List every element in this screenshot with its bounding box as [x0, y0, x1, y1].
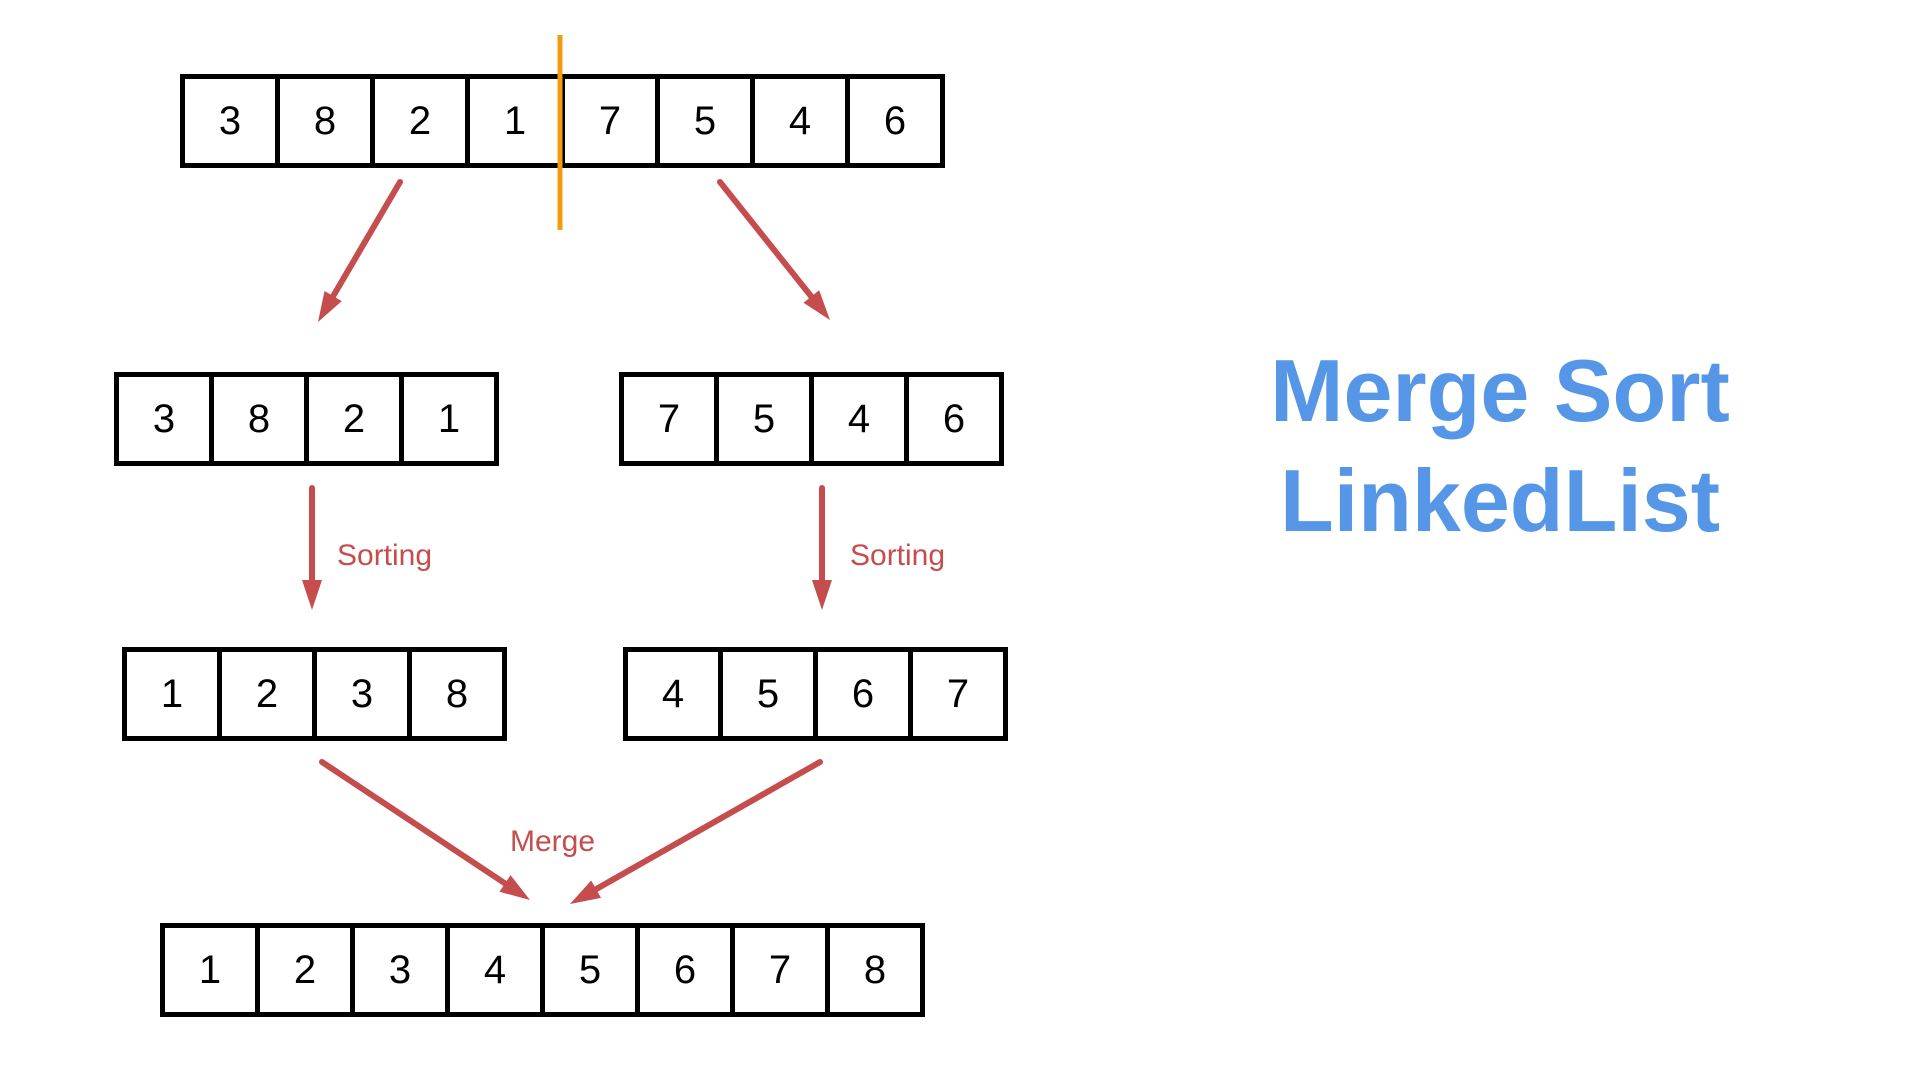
array-r3_right: 4567 [623, 647, 1008, 741]
cell: 1 [399, 372, 499, 466]
arrow [812, 488, 832, 610]
cell: 7 [560, 74, 660, 168]
cell: 2 [370, 74, 470, 168]
cell: 2 [304, 372, 404, 466]
cell: 6 [845, 74, 945, 168]
page-title: Merge SortLinkedList [1115, 336, 1885, 556]
label-merge: Merge [510, 825, 595, 859]
cell: 4 [750, 74, 850, 168]
cell: 6 [635, 923, 735, 1017]
cell: 8 [407, 647, 507, 741]
cell: 2 [255, 923, 355, 1017]
label-sorting_left: Sorting [337, 539, 432, 573]
cell: 4 [445, 923, 545, 1017]
cell: 5 [718, 647, 818, 741]
cell: 7 [619, 372, 719, 466]
cell: 5 [714, 372, 814, 466]
arrow [570, 762, 820, 904]
cell: 7 [908, 647, 1008, 741]
cell: 5 [540, 923, 640, 1017]
arrow [302, 488, 322, 610]
array-r2_right: 7546 [619, 372, 1004, 466]
arrow [322, 762, 530, 900]
array-r1: 38217546 [180, 74, 945, 168]
cell: 2 [217, 647, 317, 741]
cell: 4 [809, 372, 909, 466]
array-r3_left: 1238 [122, 647, 507, 741]
cell: 3 [180, 74, 280, 168]
arrow [318, 182, 400, 322]
cell: 6 [813, 647, 913, 741]
title-line-2: LinkedList [1115, 446, 1885, 556]
array-r2_left: 3821 [114, 372, 499, 466]
cell: 8 [209, 372, 309, 466]
cell: 8 [825, 923, 925, 1017]
cell: 3 [350, 923, 450, 1017]
arrow [720, 182, 830, 320]
label-sorting_right: Sorting [850, 539, 945, 573]
array-r4: 12345678 [160, 923, 925, 1017]
title-line-1: Merge Sort [1115, 336, 1885, 446]
cell: 3 [114, 372, 214, 466]
cell: 1 [465, 74, 565, 168]
cell: 6 [904, 372, 1004, 466]
cell: 1 [160, 923, 260, 1017]
cell: 3 [312, 647, 412, 741]
cell: 1 [122, 647, 222, 741]
cell: 4 [623, 647, 723, 741]
cell: 5 [655, 74, 755, 168]
cell: 8 [275, 74, 375, 168]
cell: 7 [730, 923, 830, 1017]
